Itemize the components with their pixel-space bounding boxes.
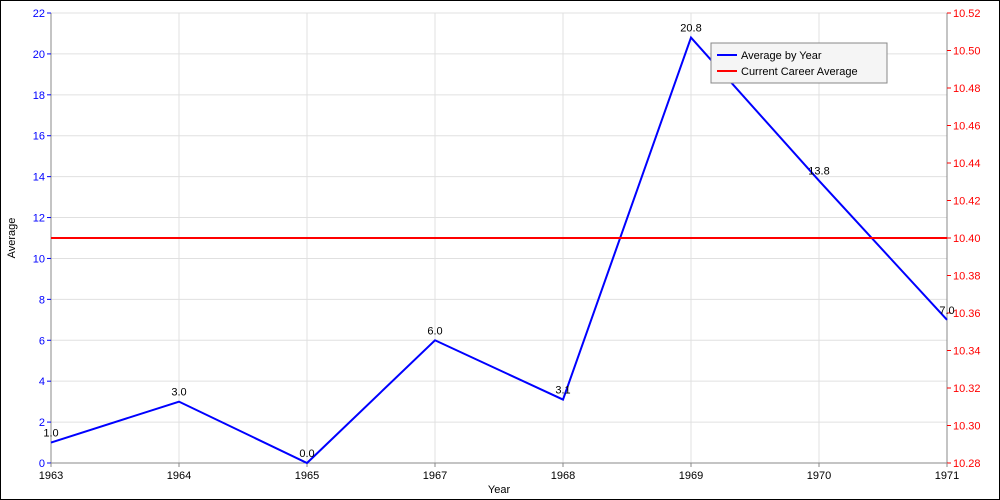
legend-item-label: Current Career Average xyxy=(741,66,858,78)
x-axis-label: Year xyxy=(488,484,511,496)
y-right-tick-label: 10.32 xyxy=(953,383,981,395)
x-tick-label: 1965 xyxy=(295,470,319,482)
y-left-tick-label: 12 xyxy=(33,213,45,225)
y-left-tick-label: 18 xyxy=(33,90,45,102)
x-tick-label: 1963 xyxy=(39,470,63,482)
y-left-tick-label: 4 xyxy=(39,376,45,388)
y-right-tick-label: 10.50 xyxy=(953,46,981,58)
y-right-tick-label: 10.28 xyxy=(953,458,981,470)
y-right-tick-label: 10.30 xyxy=(953,421,981,433)
y-right-tick-label: 10.48 xyxy=(953,83,981,95)
y-right-tick-label: 10.46 xyxy=(953,121,981,133)
data-point-label: 3.1 xyxy=(555,385,570,397)
x-tick-label: 1970 xyxy=(807,470,831,482)
y-right-tick-label: 10.52 xyxy=(953,8,981,20)
x-tick-label: 1964 xyxy=(167,470,191,482)
y-left-tick-label: 0 xyxy=(39,458,45,470)
x-tick-label: 1971 xyxy=(935,470,959,482)
data-point-label: 7.0 xyxy=(939,305,954,317)
line-chart: 024681012141618202210.2810.3010.3210.341… xyxy=(0,0,1000,500)
y-left-axis-label: Average xyxy=(6,218,18,259)
data-point-label: 20.8 xyxy=(680,23,701,35)
y-left-tick-label: 6 xyxy=(39,335,45,347)
data-point-label: 1.0 xyxy=(43,428,58,440)
y-left-tick-label: 16 xyxy=(33,131,45,143)
y-left-tick-label: 10 xyxy=(33,253,45,265)
y-left-tick-label: 20 xyxy=(33,49,45,61)
series-line-0 xyxy=(51,38,947,463)
y-left-tick-label: 22 xyxy=(33,8,45,20)
x-tick-label: 1968 xyxy=(551,470,575,482)
y-right-tick-label: 10.36 xyxy=(953,308,981,320)
y-right-tick-label: 10.38 xyxy=(953,271,981,283)
data-point-label: 0.0 xyxy=(299,448,314,460)
data-point-label: 13.8 xyxy=(808,166,829,178)
chart-svg: 024681012141618202210.2810.3010.3210.341… xyxy=(1,1,999,499)
y-right-tick-label: 10.44 xyxy=(953,158,981,170)
x-tick-label: 1967 xyxy=(423,470,447,482)
y-right-tick-label: 10.40 xyxy=(953,233,981,245)
x-tick-label: 1969 xyxy=(679,470,703,482)
y-right-tick-label: 10.42 xyxy=(953,196,981,208)
legend-item-label: Average by Year xyxy=(741,50,822,62)
data-point-label: 6.0 xyxy=(427,325,442,337)
data-point-label: 3.0 xyxy=(171,387,186,399)
y-right-tick-label: 10.34 xyxy=(953,346,981,358)
y-left-tick-label: 8 xyxy=(39,294,45,306)
y-left-tick-label: 14 xyxy=(33,172,45,184)
